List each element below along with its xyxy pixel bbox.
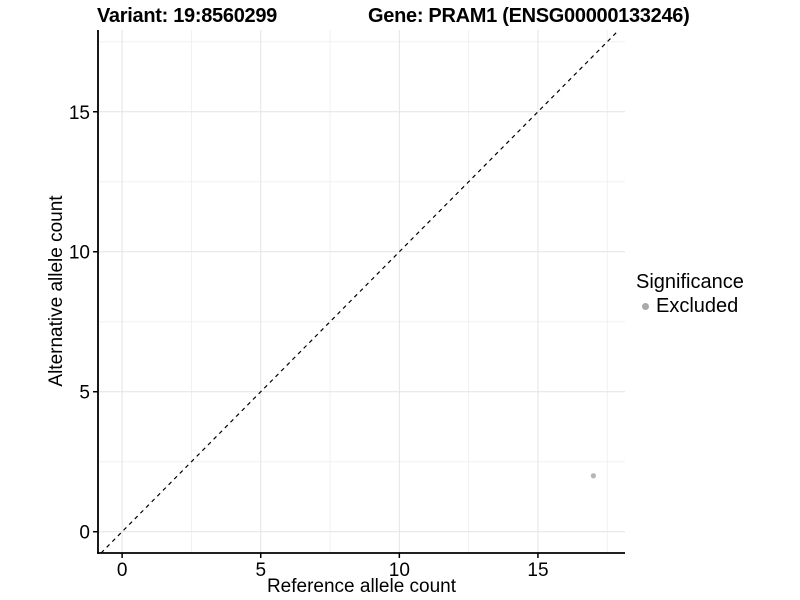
identity-dashed-line: [100, 29, 620, 554]
data-point: [590, 473, 596, 479]
y-tick-label: 15: [69, 103, 90, 124]
x-tick-label: 0: [117, 560, 128, 581]
plot-title-gene: Gene: PRAM1 (ENSG00000133246): [368, 5, 690, 27]
x-tick-label: 5: [255, 560, 266, 581]
legend-point-marker-icon: [642, 302, 649, 310]
y-tick-label: 5: [79, 383, 90, 404]
legend-item-excluded: Excluded: [636, 295, 744, 317]
y-tick-label: 0: [79, 523, 90, 544]
x-tick-label: 10: [389, 560, 410, 581]
legend: Significance Excluded: [636, 271, 744, 317]
y-tick-label: 10: [69, 243, 90, 264]
legend-item-label: Excluded: [656, 294, 739, 317]
y-axis-title: Alternative allele count: [46, 195, 67, 387]
x-axis-title: Reference allele count: [266, 576, 457, 597]
legend-title: Significance: [636, 271, 744, 293]
plot-title-variant: Variant: 19:8560299: [97, 5, 277, 27]
x-tick-label: 15: [527, 560, 548, 581]
